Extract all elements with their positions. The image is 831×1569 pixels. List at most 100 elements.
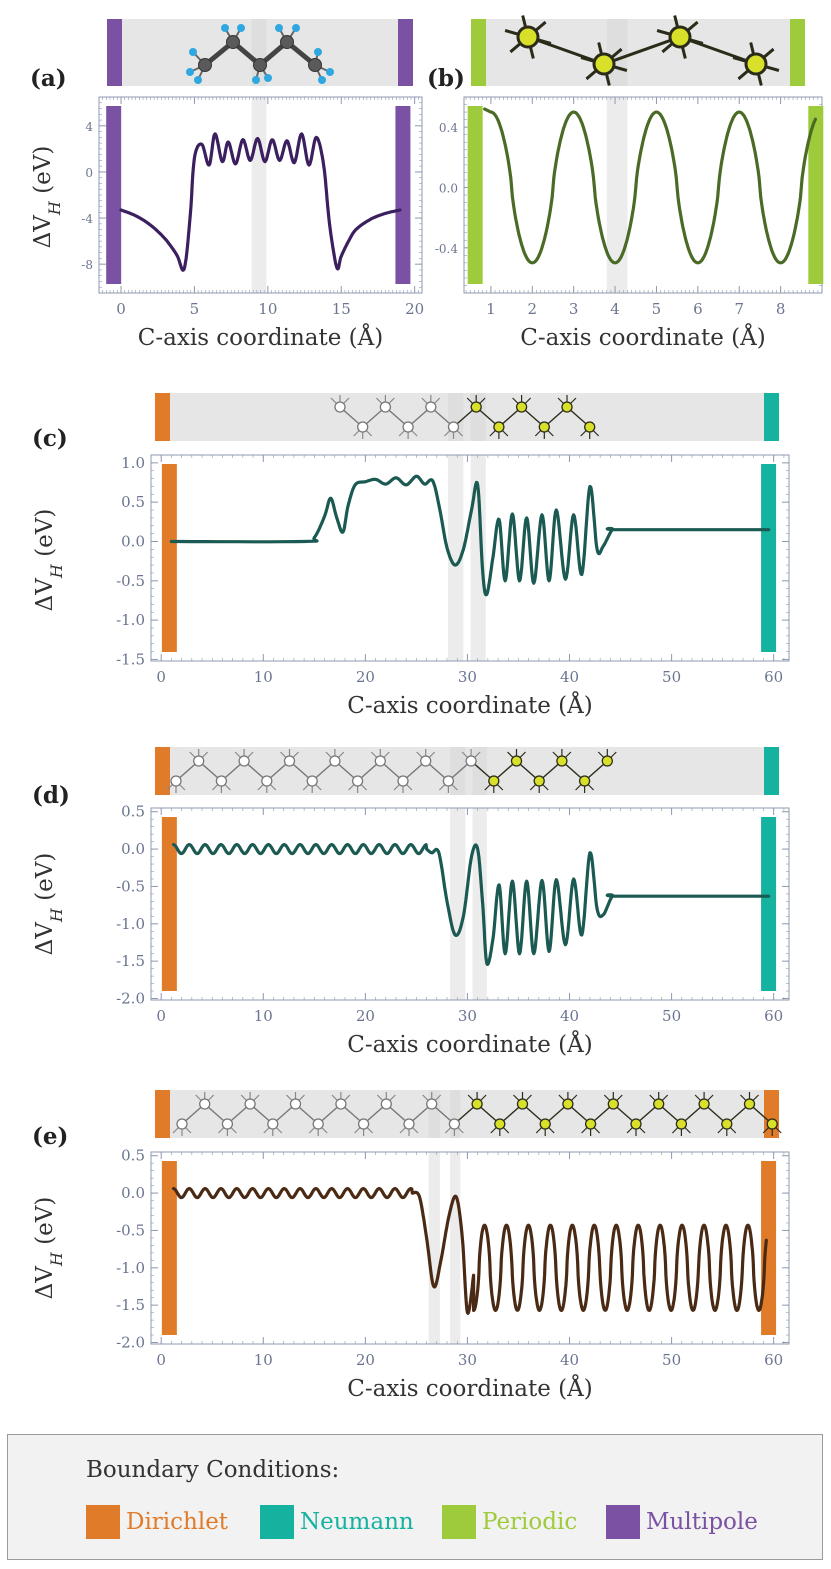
- x-tick-label: 40: [560, 668, 579, 686]
- legend-item-periodic: Periodic: [442, 1505, 577, 1539]
- open-atom-icon: [199, 1098, 211, 1110]
- y-tick-label: 0.0: [121, 1184, 145, 1202]
- series-line: [171, 1187, 768, 1315]
- x-tick-label: 50: [662, 668, 681, 686]
- strip-boundary-left: [155, 1090, 170, 1138]
- x-tick-label: 50: [662, 1007, 681, 1025]
- y-tick-label: -1.5: [116, 952, 145, 970]
- strip-highlight-band: [450, 1090, 461, 1138]
- strip-highlight-band: [450, 747, 466, 795]
- hydrogen-atom-icon: [252, 76, 260, 84]
- open-atom-icon: [170, 775, 182, 787]
- y-axis-label-subscript: H: [45, 200, 64, 216]
- yellow-atom-icon: [515, 401, 528, 413]
- structure-strip-bg: [155, 393, 779, 441]
- x-tick-label: 4: [610, 300, 620, 318]
- x-tick-label: 20: [405, 300, 424, 318]
- series-line: [119, 132, 402, 272]
- yellow-atom-icon: [539, 1118, 551, 1130]
- series-line: [483, 107, 817, 265]
- strip-boundary-right: [764, 393, 779, 441]
- highlight-band: [448, 455, 464, 661]
- y-tick-label: 0.5: [121, 803, 145, 821]
- open-atom-icon: [380, 1098, 392, 1110]
- open-atom-icon: [397, 775, 409, 787]
- y-tick-label: -0.5: [116, 877, 145, 895]
- x-tick-label: 8: [776, 300, 786, 318]
- open-atom-icon: [267, 1118, 279, 1130]
- y-tick-label: -1.5: [116, 1296, 145, 1314]
- structure-strip-b: [471, 15, 805, 86]
- yellow-atom-icon: [668, 25, 692, 49]
- legend-swatch-multipole: [606, 1505, 640, 1539]
- hydrogen-atom-icon: [314, 48, 322, 56]
- yellow-atom-icon: [510, 755, 523, 767]
- open-atom-icon: [420, 755, 432, 767]
- y-tick-label: 0.4: [439, 121, 458, 135]
- y-tick-label: -0.4: [435, 242, 459, 256]
- hydrogen-atom-icon: [275, 24, 283, 32]
- strip-highlight-band: [428, 1090, 440, 1138]
- hydrogen-atom-icon: [194, 76, 202, 84]
- x-tick-label: 2: [528, 300, 538, 318]
- x-tick-label: 7: [734, 300, 744, 318]
- y-axis-label: ΔVH (eV): [32, 509, 66, 612]
- open-atom-icon: [244, 1098, 256, 1110]
- yellow-atom-icon: [578, 775, 591, 787]
- boundary-bar-left: [467, 106, 483, 284]
- legend-item-neumann: Neumann: [260, 1505, 414, 1539]
- hydrogen-atom-icon: [264, 74, 272, 82]
- y-axis-label-subscript: H: [47, 563, 66, 579]
- y-tick-label: -0.5: [116, 1221, 145, 1239]
- x-tick-label: 15: [332, 300, 351, 318]
- strip-boundary-right: [764, 747, 779, 795]
- panel-label: (a): [30, 65, 67, 92]
- x-tick-label: 5: [190, 300, 200, 318]
- highlight-band: [428, 1152, 440, 1344]
- chart-panel-c: (c) 0 10 20 30 40 50 60 1.0 0.5 0.0 -0.5 -1.0 -1.5 C-a…: [32, 425, 790, 719]
- panel-label: (e): [32, 1123, 68, 1150]
- legend-title: Boundary Conditions:: [86, 1457, 340, 1483]
- highlight-band: [450, 1152, 461, 1344]
- open-atom-icon: [283, 755, 296, 767]
- x-tick-label: 30: [458, 1007, 477, 1025]
- x-tick-label: 5: [652, 300, 662, 318]
- hydrogen-atom-icon: [186, 68, 194, 76]
- yellow-atom-icon: [743, 1098, 756, 1110]
- boundary-bar-left: [161, 464, 177, 652]
- structure-strip-d: [155, 747, 779, 795]
- y-tick-label: -2.0: [116, 990, 145, 1008]
- boundary-bar-left: [161, 817, 177, 991]
- legend-swatch-periodic: [442, 1505, 476, 1539]
- structure-strip-a: [107, 19, 413, 86]
- y-tick-label: -4: [81, 212, 93, 226]
- chart-panel-a: (a) 0 5 10 15 20 4 0 -4 -8 C-axis coordinate (Å) ΔV…: [30, 65, 424, 351]
- open-atom-icon: [442, 775, 455, 787]
- strip-highlight-band: [472, 747, 487, 795]
- legend-label-periodic: Periodic: [482, 1509, 578, 1535]
- chart-panel-e: (e) 0 10 20 30 40 50 60 0.5 0.0 -0.5 -1.0 -1.5 -2.0 C-…: [32, 1123, 790, 1402]
- yellow-atom-icon: [653, 1098, 665, 1110]
- open-atom-icon: [215, 775, 228, 787]
- y-tick-label: 0.0: [121, 532, 145, 550]
- carbon-atom-icon: [253, 58, 267, 72]
- x-tick-label: 0: [116, 300, 126, 318]
- open-atom-icon: [425, 401, 437, 413]
- legend-label-multipole: Multipole: [646, 1509, 758, 1535]
- y-tick-label: 0.5: [121, 493, 145, 511]
- open-atom-icon: [289, 1098, 302, 1110]
- yellow-atom-icon: [471, 1098, 483, 1110]
- x-axis-label: C-axis coordinate (Å): [138, 323, 383, 351]
- y-tick-label: 0.5: [121, 1147, 145, 1165]
- boundary-bar-right: [761, 1161, 777, 1335]
- x-tick-label: 40: [560, 1351, 579, 1369]
- strip-boundary-left: [155, 393, 170, 441]
- yellow-atom-icon: [494, 1118, 506, 1130]
- boundary-bar-right: [761, 464, 777, 652]
- open-atom-icon: [261, 775, 273, 787]
- x-tick-label: 20: [356, 1007, 375, 1025]
- legend-label-dirichlet: Dirichlet: [126, 1509, 229, 1535]
- plot-frame: [150, 1151, 790, 1345]
- x-axis-label: C-axis coordinate (Å): [347, 1374, 592, 1402]
